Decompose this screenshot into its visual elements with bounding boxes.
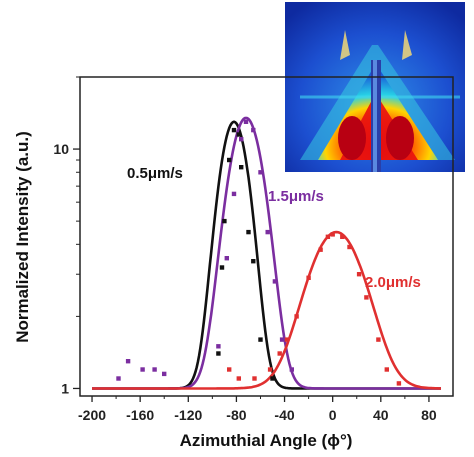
series-0-point-3 <box>227 157 232 163</box>
series-1-point-14 <box>279 337 285 342</box>
series-1-point-4 <box>162 371 167 377</box>
series-0-point-10 <box>270 376 275 381</box>
series-2-point-10 <box>330 232 335 237</box>
series-2-point-12 <box>347 244 352 250</box>
series-2-fit-curve <box>92 230 441 390</box>
series-1-point-10 <box>251 127 256 133</box>
inset-scattering-image <box>285 2 465 172</box>
series-0-point-1 <box>219 265 225 270</box>
series-2-point-8 <box>318 247 323 252</box>
x-tick-label-2: -120 <box>174 407 202 423</box>
series-1-point-15 <box>289 367 294 372</box>
plot-frame <box>79 76 454 397</box>
series-1-point-12 <box>265 229 270 235</box>
series-1-point-6 <box>224 256 229 261</box>
series-1-point-0 <box>116 376 121 381</box>
series-0-point-2 <box>222 218 227 224</box>
series-1-point-13 <box>272 279 278 284</box>
x-tick-label-7: 80 <box>421 407 437 423</box>
x-axis-title: Azimuthial Angle (ϕ°) <box>180 431 353 450</box>
x-tick-label-6: 40 <box>373 407 389 423</box>
series-2-point-13 <box>356 272 362 277</box>
series-1-point-11 <box>258 170 263 175</box>
series-label-0: 0.5μm/s <box>127 165 183 182</box>
x-tick-label-5: 0 <box>329 407 337 423</box>
series-2-point-0 <box>227 367 232 372</box>
series-2-point-16 <box>384 367 389 372</box>
y-tick-label-0: 1 <box>61 380 69 396</box>
series-2-point-3 <box>267 367 273 372</box>
series-2-point-1 <box>236 376 241 381</box>
series-0-point-4 <box>231 127 237 133</box>
series-label-2: 2.0μm/s <box>365 274 421 291</box>
series-1-point-9 <box>243 119 249 124</box>
series-2-point-4 <box>277 351 282 356</box>
series-1-point-5 <box>216 344 221 349</box>
series-1-point-2 <box>140 367 145 372</box>
series-1-point-7 <box>231 191 237 197</box>
series-0-point-0 <box>216 351 221 356</box>
series-2-point-5 <box>284 337 290 342</box>
series-2-point-15 <box>376 337 381 342</box>
x-tick-label-3: -80 <box>226 407 246 423</box>
series-0-point-9 <box>258 337 263 342</box>
series-1-point-3 <box>152 367 157 372</box>
series-2-point-7 <box>306 275 311 280</box>
y-tick-label-1: 10 <box>53 141 69 157</box>
series-2-point-11 <box>340 234 345 239</box>
series-2-point-2 <box>252 376 257 381</box>
series-0-point-8 <box>251 259 256 264</box>
series-1-point-8 <box>239 137 244 142</box>
series-label-1: 1.5μm/s <box>268 188 324 205</box>
series-1-point-1 <box>125 359 131 364</box>
y-axis-title: Normalized Intensity (a.u.) <box>13 131 32 343</box>
x-tick-label-4: -40 <box>274 407 294 423</box>
series-0-point-6 <box>239 165 244 170</box>
x-tick-label-1: -160 <box>126 407 154 423</box>
series-2-point-17 <box>396 381 402 386</box>
series-0-point-5 <box>236 132 241 137</box>
series-0-point-7 <box>246 229 251 235</box>
series-2-point-14 <box>364 295 369 300</box>
series-2-point-9 <box>325 234 331 239</box>
x-tick-label-0: -200 <box>78 407 106 423</box>
series-2-point-6 <box>294 314 299 319</box>
